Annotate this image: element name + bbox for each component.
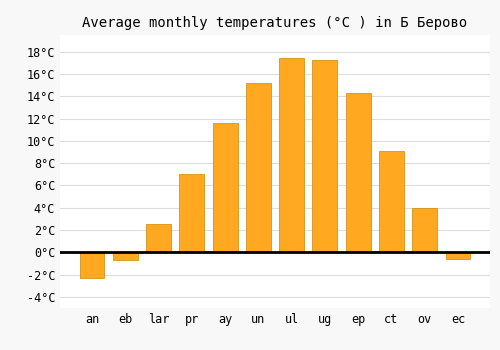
Bar [80,252,104,278]
Bar [212,123,238,252]
Bar [113,252,138,260]
Bar [146,224,171,252]
Title: Average monthly temperatures (°C ) in Б Берово: Average monthly temperatures (°C ) in Б … [82,16,468,30]
Bar [346,93,370,252]
Bar [246,83,271,252]
Bar [312,60,338,252]
Bar [379,151,404,252]
Bar [446,252,470,259]
Bar [412,208,437,252]
Bar [180,174,204,252]
Bar [279,58,304,252]
